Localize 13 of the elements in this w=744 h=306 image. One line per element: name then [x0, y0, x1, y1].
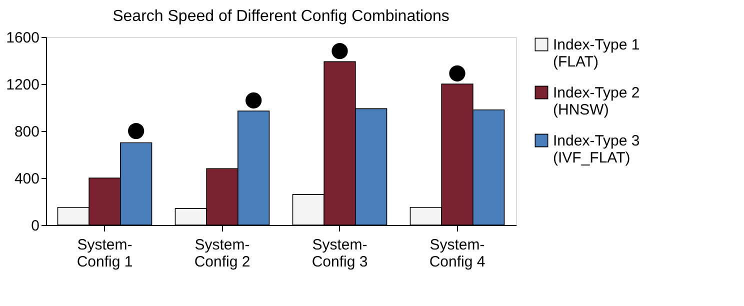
y-tick-label: 1600 [6, 30, 40, 46]
y-tick-label: 400 [14, 170, 40, 188]
x-tick-label: System-Config 1 [76, 236, 133, 270]
y-tick-label: 1200 [6, 76, 40, 94]
x-tick-label: System-Config 2 [194, 236, 250, 270]
x-tick-label: System-Config 3 [312, 236, 368, 270]
x-tick-label: System-Config 4 [429, 236, 486, 270]
y-tick-label: 800 [14, 124, 40, 140]
legend-label: Index-Type 3 (IVF_FLAT) [553, 132, 640, 166]
chart-title: Search Speed of Different Config Combinations [112, 8, 450, 25]
legend-label: Index-Type 2 (HNSW) [553, 84, 640, 118]
legend-label: Index-Type 1 (FLAT) [553, 36, 640, 70]
y-tick-label: 0 [31, 218, 40, 234]
